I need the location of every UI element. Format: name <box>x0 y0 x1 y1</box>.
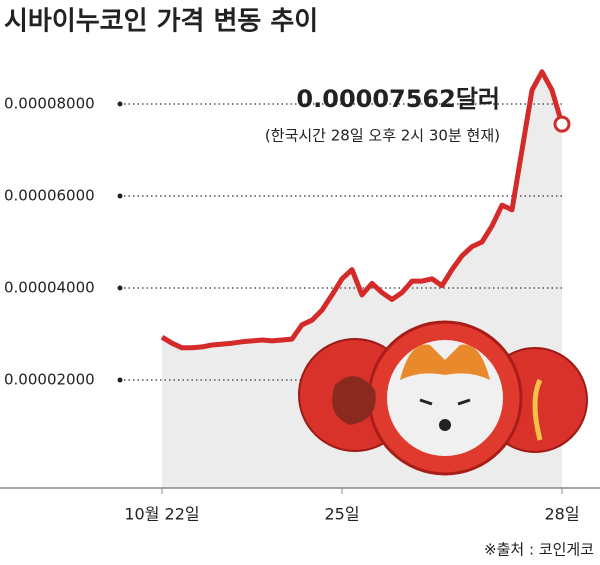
y-tick-label: 0.00002000 <box>4 371 95 389</box>
meat <box>332 376 376 425</box>
y-tick-label: 0.00006000 <box>4 187 95 205</box>
dog-face <box>387 340 503 456</box>
line <box>160 69 565 351</box>
tick-dot <box>117 101 123 107</box>
x-tick-label: 25일 <box>324 505 359 524</box>
value-label: 0.00007562달러 <box>296 85 500 113</box>
annotation: (한국시간 28일 오후 2시 30분 현재) <box>265 127 500 145</box>
end-point <box>553 115 571 133</box>
tick-dot <box>117 377 123 383</box>
y-tick-label: 0.00008000 <box>4 95 95 113</box>
dog-eyes <box>419 398 471 406</box>
illustration <box>298 320 588 476</box>
tick-dot <box>117 193 123 199</box>
dog-fur <box>400 344 490 380</box>
y-tick-label: 0.00004000 <box>4 279 95 297</box>
tick-dot <box>117 285 123 291</box>
x-tick-label: 10월 22일 <box>124 505 199 524</box>
chart-title: 시바이누코인 가격 변동 추이 <box>4 7 318 37</box>
dog-nose <box>439 419 451 431</box>
x-tick-label: 28일 <box>544 505 579 524</box>
leash <box>532 378 543 441</box>
source: ※출처 : 코인게코 <box>484 541 594 559</box>
